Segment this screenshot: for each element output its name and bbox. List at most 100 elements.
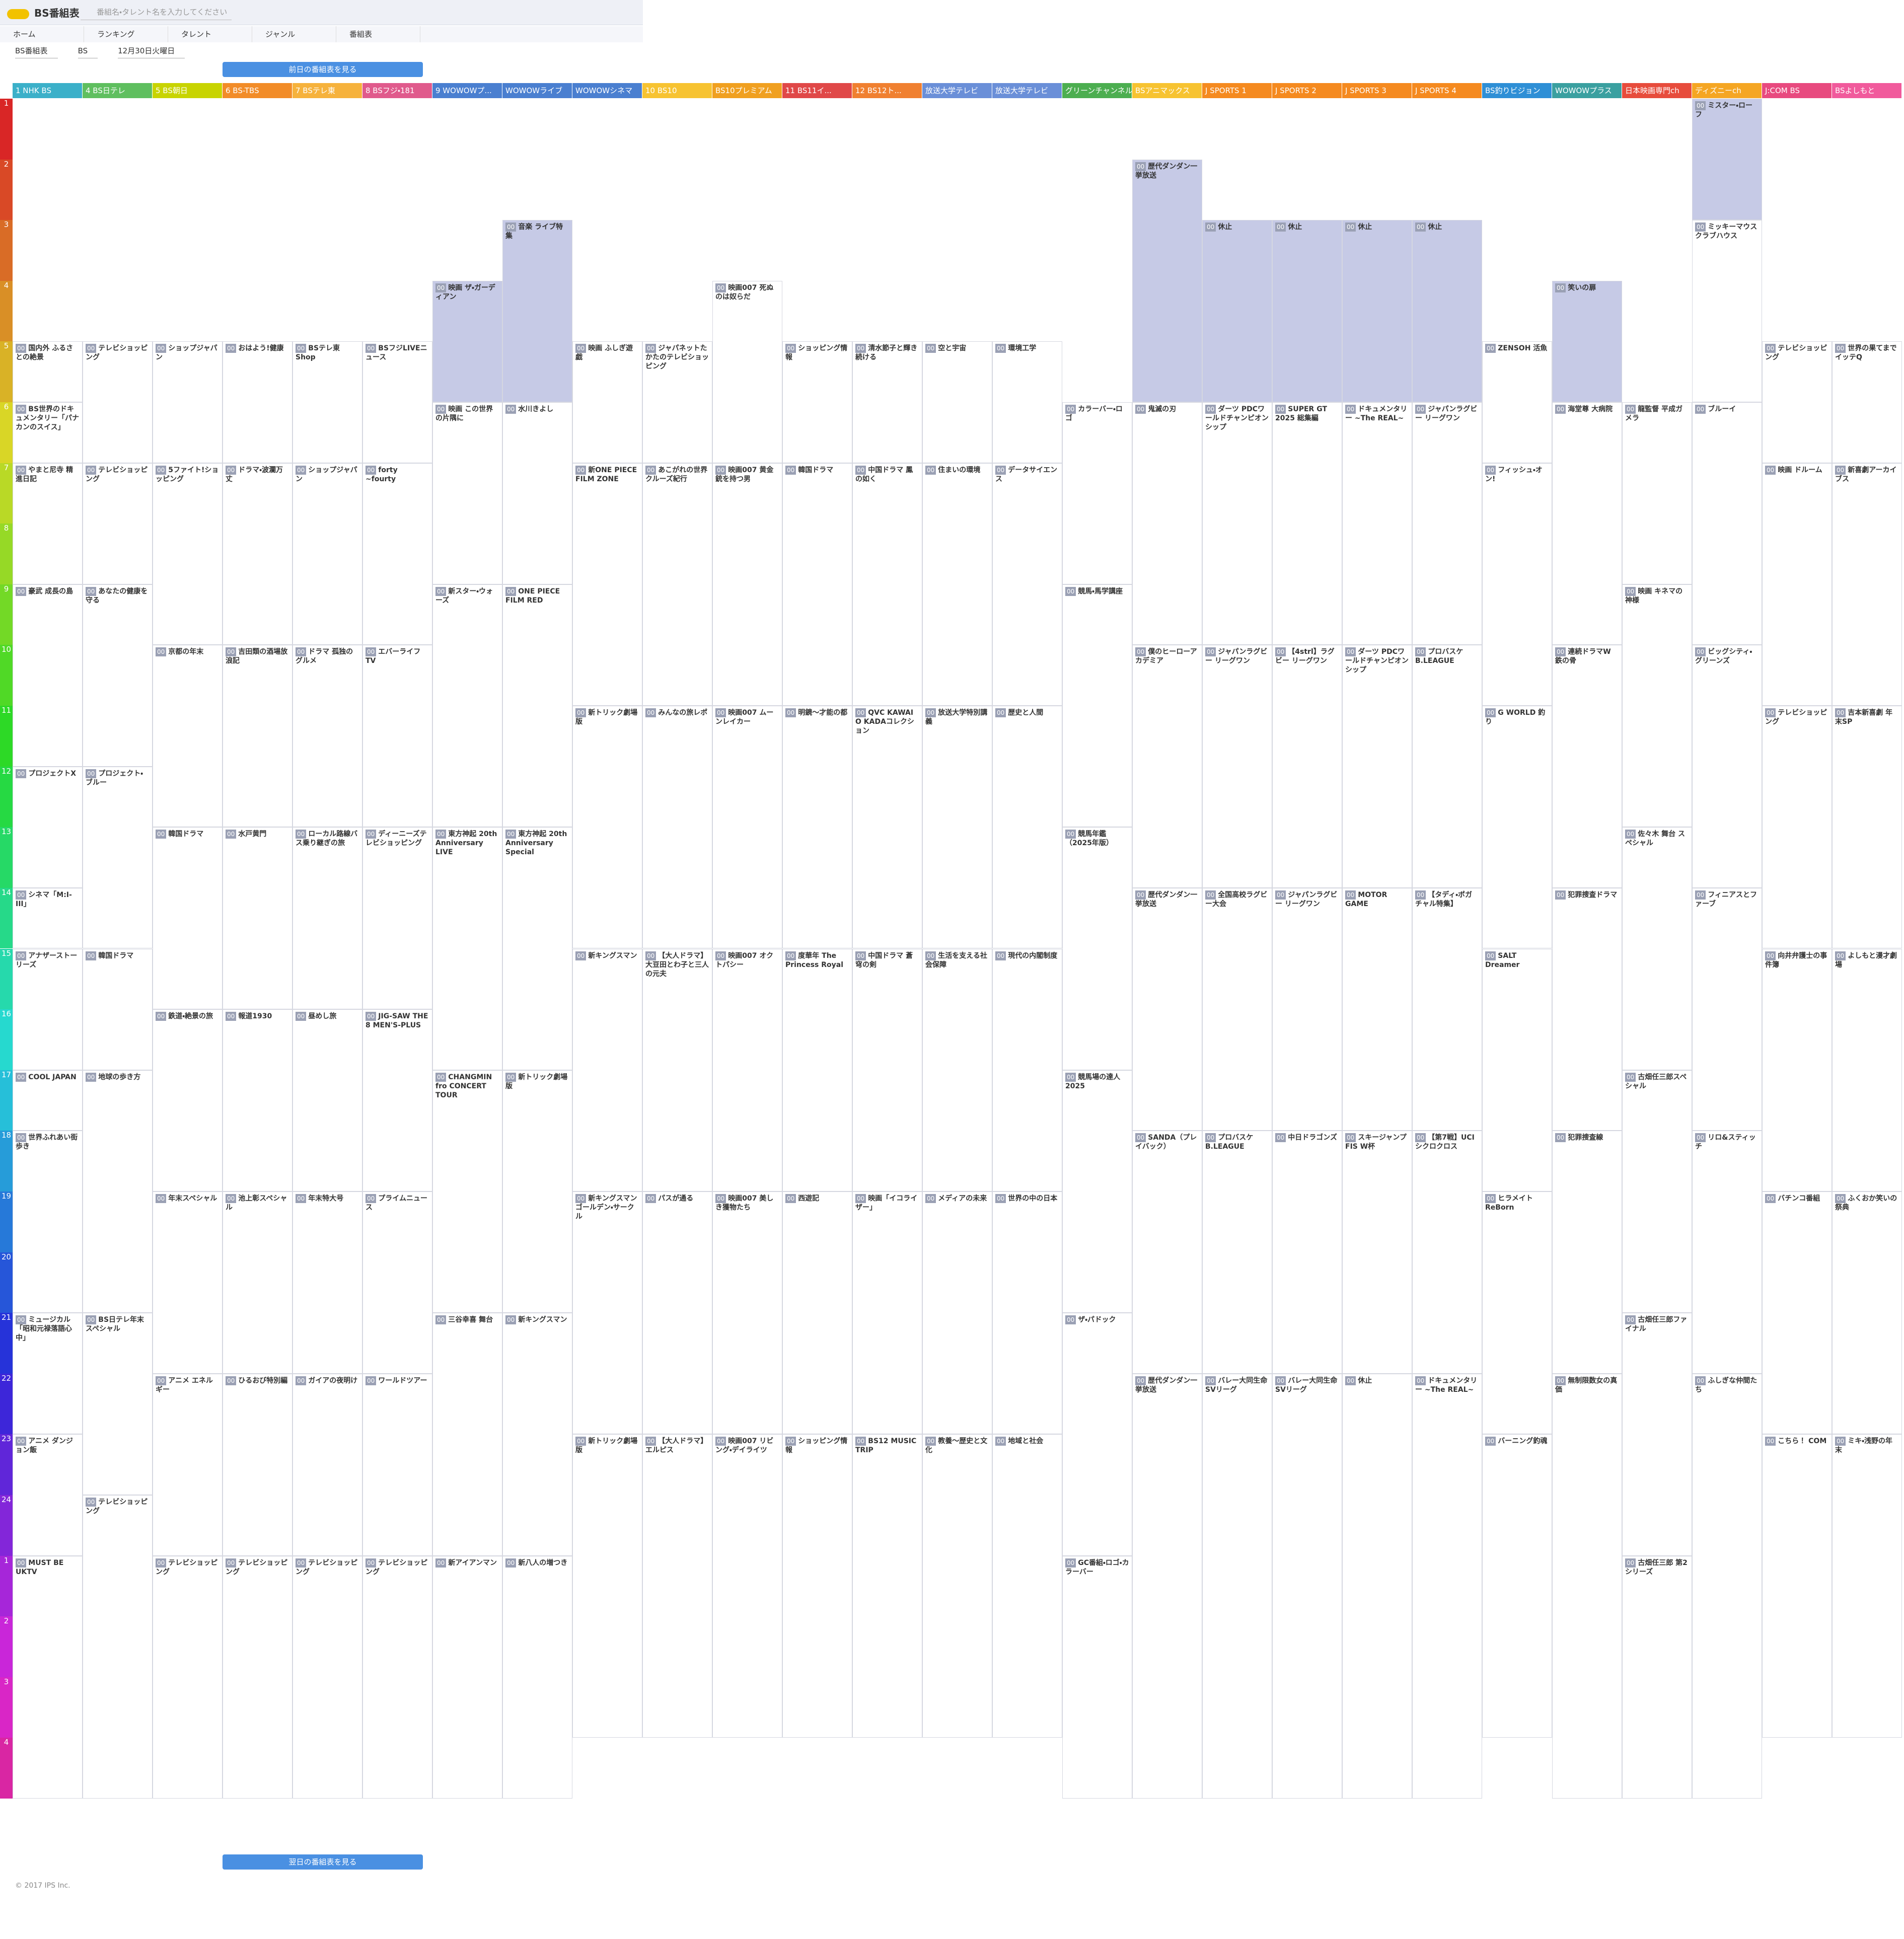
program[interactable]: 00 カラーバー・ロゴ — [1062, 402, 1132, 584]
channel-name[interactable]: BSよしもと — [1832, 83, 1902, 98]
channel-name[interactable]: WOWOWプラス — [1552, 83, 1622, 98]
program[interactable]: 00 【第7戦】UCIシクロクロス — [1412, 1131, 1482, 1374]
program[interactable]: 00 地球の歩き方 — [83, 1070, 153, 1313]
program[interactable]: 00 おはよう!健康 — [223, 341, 292, 463]
program[interactable]: 00 GC番組・ロゴ・カラーバー — [1062, 1555, 1132, 1799]
nav-item[interactable]: 番組表 — [336, 26, 420, 42]
program[interactable]: 00 休止 — [1342, 1373, 1412, 1799]
channel-name[interactable]: 日本映画専門ch — [1622, 83, 1692, 98]
channel-name[interactable]: 放送大学テレビ — [922, 83, 992, 98]
select[interactable]: 12月30日火曜日 — [118, 43, 185, 58]
program[interactable]: 00 生活を支える社会保障 — [922, 948, 992, 1191]
program[interactable]: 00 ジャパンラグビー リーグワン — [1202, 645, 1272, 888]
program[interactable]: 00 アニメ ダンジョン飯 — [13, 1434, 83, 1556]
program[interactable]: 00 テレビショッピング — [292, 1555, 362, 1799]
channel-name[interactable]: 1 NHK BS — [13, 83, 83, 98]
program[interactable]: 00 テレビショッピング — [83, 463, 153, 584]
channel-name[interactable]: BS釣りビジョン — [1482, 83, 1552, 98]
channel-name[interactable]: J:COM BS — [1762, 83, 1832, 98]
program[interactable]: 00 世界ふれあい街歩き — [13, 1131, 83, 1313]
program[interactable]: 00 僕のヒーローアカデミア — [1132, 645, 1202, 888]
program[interactable]: 00 新トリック劇場版 — [572, 1434, 642, 1738]
program[interactable]: 00 京都の年末 — [153, 645, 223, 828]
program[interactable]: 00 鬼滅の刃 — [1132, 402, 1202, 645]
program[interactable]: 00 映画 この世界の片隅に — [432, 402, 502, 584]
program[interactable]: 00 佐々木 舞台 スペシャル — [1622, 827, 1692, 1070]
program[interactable]: 00 競馬場の達人 2025 — [1062, 1070, 1132, 1313]
program[interactable]: 00 映画007 死ぬのは奴らだ — [712, 280, 782, 463]
program[interactable]: 00 吉田類の酒場放浪記 — [223, 645, 292, 828]
program[interactable]: 00 休止 — [1272, 220, 1342, 403]
program[interactable]: 00 ショッピング情報 — [782, 341, 852, 463]
program[interactable]: 00 犯罪捜査線 — [1552, 1131, 1622, 1374]
channel-name[interactable]: J SPORTS 2 — [1272, 83, 1342, 98]
nav-item[interactable]: タレント — [168, 26, 252, 42]
program[interactable]: 00 ザ・パドック — [1062, 1313, 1132, 1556]
program[interactable]: 00 よしもと漫才劇場 — [1832, 948, 1902, 1191]
program[interactable]: 00 映画「イコライザー」 — [852, 1191, 922, 1435]
program[interactable]: 00 エバーライフTV — [362, 645, 432, 828]
program[interactable]: 00 バレー大同生命SVリーグ — [1202, 1373, 1272, 1799]
program[interactable]: 00 映画 キネマの神様 — [1622, 584, 1692, 828]
channel-name[interactable]: 8 BSフジ・181 — [362, 83, 432, 98]
program[interactable]: 00 放送大学特別講義 — [922, 706, 992, 949]
program[interactable]: 00 新喜劇アーカイブス — [1832, 463, 1902, 706]
program[interactable]: 00 SANDA（プレイバック） — [1132, 1131, 1202, 1374]
program[interactable]: 00 報道1930 — [223, 1009, 292, 1191]
channel-name[interactable]: 9 WOWOWプ... — [432, 83, 502, 98]
channel-name[interactable]: J SPORTS 3 — [1342, 83, 1412, 98]
program[interactable]: 00 古畑任三郎スペシャル — [1622, 1070, 1692, 1313]
channel-name[interactable]: グリーンチャンネル — [1062, 83, 1132, 98]
program[interactable]: 00 ドラマ・波瀾万丈 — [223, 463, 292, 645]
next-day-button[interactable]: 翌日の番組表を見る — [223, 1854, 423, 1870]
program[interactable]: 00 テレビショッピング — [223, 1555, 292, 1799]
program[interactable]: 00 ミスター・ローフ — [1692, 99, 1762, 220]
program[interactable]: 00 COOL JAPAN — [13, 1070, 83, 1131]
program[interactable]: 00 データサイエンス — [992, 463, 1062, 706]
program[interactable]: 00 環境工学 — [992, 341, 1062, 463]
program[interactable]: 00 プロバスケ B.LEAGUE — [1412, 645, 1482, 888]
program[interactable]: 00 休止 — [1412, 220, 1482, 403]
program[interactable]: 00 テレビショッピング — [1762, 341, 1832, 463]
program[interactable]: 00 BS12 MUSIC TRIP — [852, 1434, 922, 1738]
program[interactable]: 00 ふしぎな仲間たち — [1692, 1373, 1762, 1799]
select[interactable]: BS — [78, 43, 98, 58]
program[interactable]: 00 ZENSOH 活魚 — [1482, 341, 1552, 463]
program[interactable]: 00 ヒラメイトReBorn — [1482, 1191, 1552, 1435]
program[interactable]: 00 プロバスケ B.LEAGUE — [1202, 1131, 1272, 1374]
program[interactable]: 00 ワールドツアー — [362, 1373, 432, 1556]
program[interactable]: 00 ドラマ 孤独のグルメ — [292, 645, 362, 828]
program[interactable]: 00 映画007 オクトパシー — [712, 948, 782, 1191]
program[interactable]: 00 こちら！ COM — [1762, 1434, 1832, 1738]
program[interactable]: 00 SUPER GT 2025 総集編 — [1272, 402, 1342, 645]
program[interactable]: 00 向井弁護士の事件簿 — [1762, 948, 1832, 1191]
search-box[interactable]: 番組名・タレント名を入力してください — [81, 4, 232, 20]
program[interactable]: 00 ミッキーマウス クラブハウス — [1692, 220, 1762, 403]
program[interactable]: 00 映画 ふしぎ遊戯 — [572, 341, 642, 463]
program[interactable]: 00 リロ&スティッチ — [1692, 1131, 1762, 1374]
program[interactable]: 00 アニメ エネルギー — [153, 1373, 223, 1556]
program[interactable]: 00 プロジェクトX — [13, 766, 83, 888]
program[interactable]: 00 BS日テレ年末スペシャル — [83, 1313, 153, 1495]
program[interactable]: 00 ジャパンラグビー リーグワン — [1412, 402, 1482, 645]
program[interactable]: 00 休止 — [1202, 220, 1272, 403]
channel-name[interactable]: WOWOWライブ — [502, 83, 572, 98]
channel-name[interactable]: 4 BS日テレ — [83, 83, 153, 98]
program[interactable]: 00 MOTOR GAME — [1342, 887, 1412, 1131]
program[interactable]: 00 【大人ドラマ】エルピス — [642, 1434, 712, 1738]
prev-day-button[interactable]: 前日の番組表を見る — [223, 62, 423, 77]
program[interactable]: 00 QVC KAWAI O KADAコレクション — [852, 706, 922, 949]
program[interactable]: 00 犯罪捜査ドラマ — [1552, 887, 1622, 1131]
program[interactable]: 00 フィニアスとファーブ — [1692, 887, 1762, 1131]
program[interactable]: 00 ふくおか笑いの祭典 — [1832, 1191, 1902, 1435]
program[interactable]: 00 G WORLD 釣り — [1482, 706, 1552, 949]
program[interactable]: 00 昼めし旅 — [292, 1009, 362, 1191]
program[interactable]: 00 テレビショッピング — [153, 1555, 223, 1799]
channel-name[interactable]: BS10プレミアム — [712, 83, 782, 98]
nav-item[interactable]: ジャンル — [252, 26, 336, 42]
program[interactable]: 00 新キングスマン — [502, 1313, 572, 1556]
program[interactable]: 00 ダーツ PDCワールドチャンピオンシップ — [1202, 402, 1272, 645]
program[interactable]: 00 歴代ダンダン一挙放送 — [1132, 887, 1202, 1131]
program[interactable]: 00 ショップジャパン — [292, 463, 362, 645]
program[interactable]: 00 水戸黄門 — [223, 827, 292, 1010]
